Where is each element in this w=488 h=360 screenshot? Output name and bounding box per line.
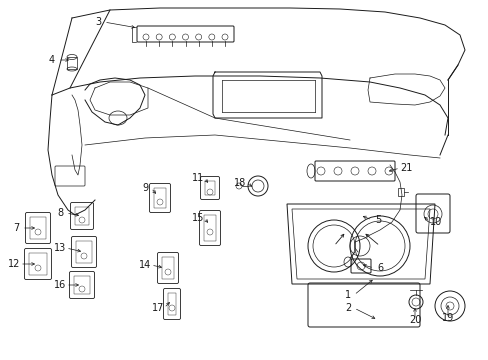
Text: 4: 4 xyxy=(49,55,55,65)
Text: 10: 10 xyxy=(429,217,441,227)
Text: 16: 16 xyxy=(54,280,66,290)
Text: 3: 3 xyxy=(95,17,101,27)
Text: 2: 2 xyxy=(344,303,350,313)
Text: 9: 9 xyxy=(142,183,148,193)
Text: 18: 18 xyxy=(233,178,245,188)
Text: 20: 20 xyxy=(408,315,420,325)
Text: 21: 21 xyxy=(399,163,411,173)
Text: 14: 14 xyxy=(139,260,151,270)
Text: 1: 1 xyxy=(344,290,350,300)
Text: 11: 11 xyxy=(191,173,203,183)
Text: 13: 13 xyxy=(54,243,66,253)
Text: 6: 6 xyxy=(376,263,382,273)
Text: 12: 12 xyxy=(8,259,20,269)
Text: 8: 8 xyxy=(57,208,63,218)
Text: 19: 19 xyxy=(441,313,453,323)
Text: 15: 15 xyxy=(191,213,204,223)
Text: 5: 5 xyxy=(374,215,380,225)
Text: 7: 7 xyxy=(13,223,19,233)
Text: 17: 17 xyxy=(151,303,164,313)
